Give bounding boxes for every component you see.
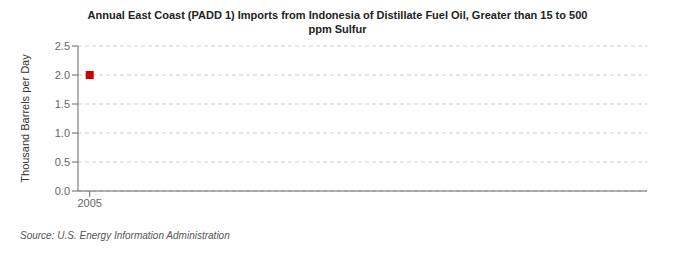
svg-text:2.0: 2.0 <box>55 69 70 81</box>
svg-text:Thousand Barrels per Day: Thousand Barrels per Day <box>19 54 31 183</box>
html-text:ppm Sulfur: ppm Sulfur <box>308 23 367 35</box>
html-text:Source: U.S. Energy Informatio: Source: U.S. Energy Information Administ… <box>20 230 230 241</box>
svg-text:2.5: 2.5 <box>55 40 70 52</box>
svg-text:0.0: 0.0 <box>55 185 70 197</box>
svg-text:2005: 2005 <box>77 197 101 209</box>
svg-text:1.5: 1.5 <box>55 98 70 110</box>
svg-text:1.0: 1.0 <box>55 127 70 139</box>
svg-text:0.5: 0.5 <box>55 156 70 168</box>
html-text:Annual East Coast (PADD 1) Imp: Annual East Coast (PADD 1) Imports from … <box>87 9 588 21</box>
